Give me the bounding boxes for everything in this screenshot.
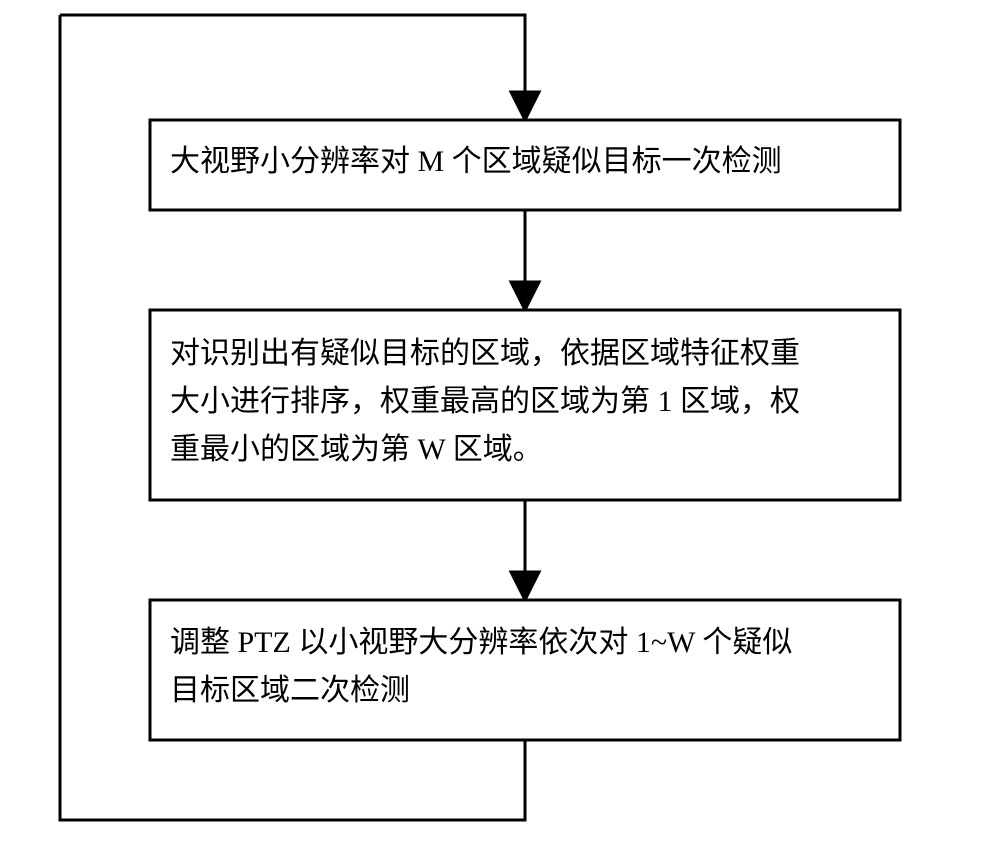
node-text: 目标区域二次检测 — [170, 674, 410, 707]
node-box2: 对识别出有疑似目标的区域，依据区域特征权重大小进行排序，权重最高的区域为第 1 … — [150, 310, 900, 500]
node-text: 重最小的区域为第 W 区域。 — [170, 433, 543, 466]
node-text: 大小进行排序，权重最高的区域为第 1 区域，权 — [170, 385, 800, 418]
node-text: 调整 PTZ 以小视野大分辨率依次对 1~W 个疑似 — [170, 626, 792, 659]
node-box1: 大视野小分辨率对 M 个区域疑似目标一次检测 — [150, 120, 900, 210]
node-box3: 调整 PTZ 以小视野大分辨率依次对 1~W 个疑似目标区域二次检测 — [150, 600, 900, 740]
node-text: 大视野小分辨率对 M 个区域疑似目标一次检测 — [170, 145, 782, 178]
node-text: 对识别出有疑似目标的区域，依据区域特征权重 — [170, 337, 800, 370]
edge-loop-in — [60, 15, 525, 120]
